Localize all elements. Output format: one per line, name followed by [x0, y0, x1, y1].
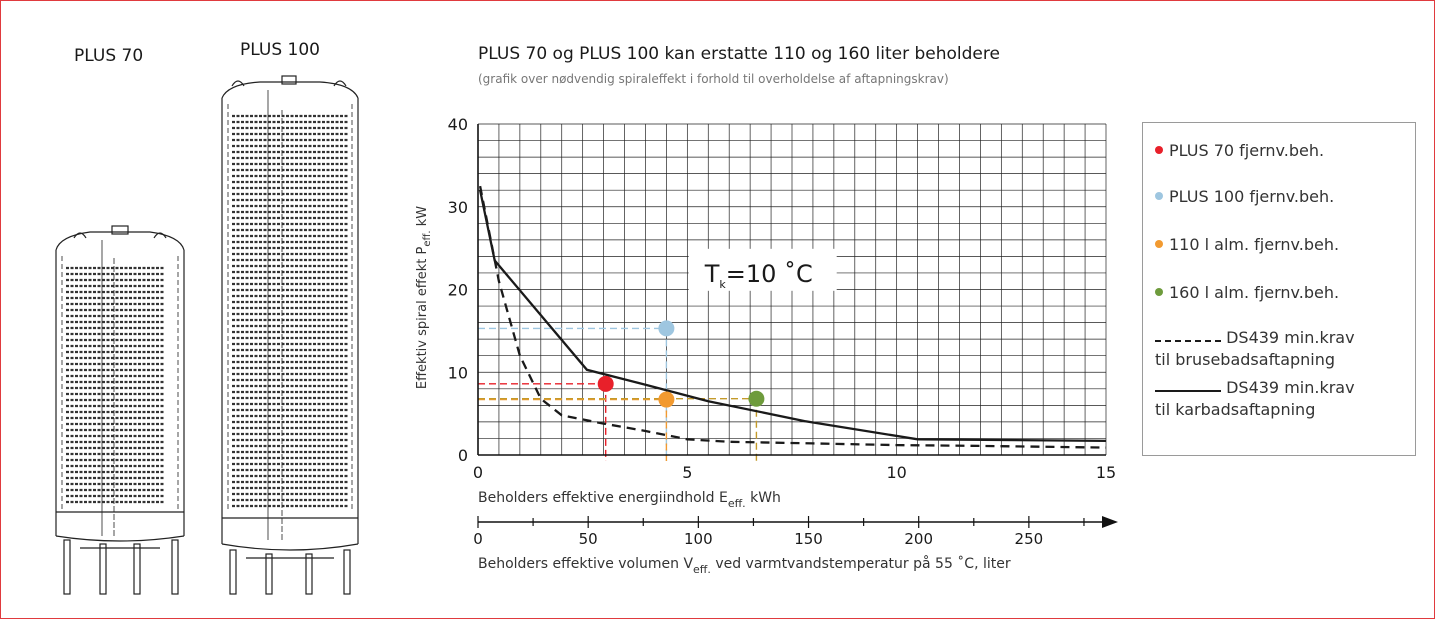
secondary-axis-title-main: Beholders effektive volumen V — [478, 556, 693, 572]
chart-series — [478, 185, 1107, 449]
legend-dot-160l — [1155, 287, 1163, 296]
x-tick-label: 15 — [1096, 463, 1116, 482]
plus70-label: PLUS 70 — [74, 46, 144, 66]
legend-item-160l: 160 l alm. fjernv.beh. — [1155, 283, 1339, 302]
series-line-karbad — [478, 189, 1107, 443]
legend-dot-plus70 — [1155, 145, 1163, 154]
legend-item-solid: DS439 min.krav til karbadsaftapning — [1155, 377, 1355, 421]
annotation-bg — [688, 248, 837, 291]
legend-label-110l: 110 l alm. fjernv.beh. — [1169, 235, 1340, 254]
secondary-axis-title: Beholders effektive volumen Veff. ved va… — [478, 555, 1011, 576]
y-axis-title: Effektiv spiral effekt Peff. kW — [415, 206, 433, 389]
plus100-tank-drawing — [221, 75, 359, 595]
legend-item-plus100: PLUS 100 fjernv.beh. — [1155, 187, 1334, 206]
legend-dashed-label-1: DS439 min.krav — [1226, 328, 1355, 347]
chart-points — [597, 320, 765, 408]
x-axis-label: Beholders effektive energiindhold Eeff. … — [478, 490, 781, 510]
tank-illustrations — [55, 75, 359, 595]
x-axis-title: Beholders effektive energiindhold Eeff. … — [478, 490, 781, 510]
chart: PLUS 70 og PLUS 100 kan erstatte 110 og … — [415, 44, 1118, 576]
annotation-temperature: Tk=10 ˚C — [704, 260, 813, 291]
legend-label-160l: 160 l alm. fjernv.beh. — [1169, 283, 1340, 302]
x-tick-label: 5 — [682, 463, 692, 482]
chart-subtitle: (grafik over nødvendig spiraleffekt i fo… — [478, 72, 949, 86]
x-tick-label: 0 — [473, 463, 483, 482]
legend-item-110l: 110 l alm. fjernv.beh. — [1155, 235, 1339, 254]
x-tick-label: 10 — [886, 463, 906, 482]
legend-dashed-label-2: til brusebadsaftapning — [1155, 350, 1336, 369]
secondary-axis-arrow — [1102, 516, 1118, 528]
y-tick-label: 0 — [458, 446, 468, 465]
y-tick-label: 40 — [448, 115, 468, 134]
chart-annotation: Tk=10 ˚C — [688, 248, 837, 291]
legend-dashed-line — [1155, 339, 1221, 342]
secondary-tick-label: 150 — [794, 530, 823, 548]
legend-item-dashed: DS439 min.krav til brusebadsaftapning — [1155, 327, 1355, 371]
y-tick-label: 20 — [448, 281, 468, 300]
y-axis-label: Effektiv spiral effekt Peff. kW — [415, 206, 433, 389]
chart-title: PLUS 70 og PLUS 100 kan erstatte 110 og … — [478, 44, 1000, 64]
plus100-label: PLUS 100 — [240, 40, 320, 60]
secondary-axis-title-sub: eff. — [693, 563, 711, 576]
legend-item-plus70: PLUS 70 fjernv.beh. — [1155, 141, 1324, 160]
secondary-tick-label: 100 — [684, 530, 713, 548]
series-line-brusebad — [478, 185, 1107, 449]
x-axis-title-main: Beholders effektive energiindhold E — [478, 490, 728, 506]
x-axis-title-unit: kWh — [746, 490, 781, 506]
secondary-tick-label: 50 — [579, 530, 598, 548]
secondary-tick-label: 250 — [1015, 530, 1044, 548]
y-axis-title-sub: eff. — [422, 230, 433, 246]
y-axis-title-main: Effektiv spiral effekt P — [415, 246, 430, 389]
secondary-tick-label: 0 — [473, 530, 483, 548]
legend-solid-label-1: DS439 min.krav — [1226, 378, 1355, 397]
y-tick-label: 10 — [448, 363, 468, 382]
chart-axes: 0 10 20 30 40 0 5 10 15 — [448, 115, 1117, 482]
data-point-2 — [658, 391, 675, 408]
legend-dot-110l — [1155, 239, 1163, 248]
legend-label-plus100: PLUS 100 fjernv.beh. — [1169, 187, 1335, 206]
legend-label-plus70: PLUS 70 fjernv.beh. — [1169, 141, 1325, 160]
data-point-1 — [658, 320, 675, 337]
secondary-axis-title-rest: ved varmtvandstemperatur på 55 ˚C, liter — [711, 555, 1011, 572]
plus70-tank-drawing — [55, 225, 185, 595]
annotation-value: =10 ˚C — [726, 260, 813, 288]
data-point-3 — [748, 390, 765, 407]
annotation-subscript: k — [719, 278, 726, 291]
secondary-tick-label: 200 — [904, 530, 933, 548]
chart-legend: PLUS 70 fjernv.beh. PLUS 100 fjernv.beh.… — [1142, 122, 1416, 456]
y-tick-label: 30 — [448, 198, 468, 217]
data-point-0 — [597, 375, 614, 392]
x-axis-title-sub: eff. — [728, 497, 746, 510]
legend-dot-plus100 — [1155, 191, 1163, 200]
legend-solid-label-2: til karbadsaftapning — [1155, 400, 1316, 419]
legend-solid-line — [1155, 389, 1221, 392]
annotation-symbol: T — [704, 260, 720, 288]
y-axis-title-unit: kW — [415, 206, 430, 231]
